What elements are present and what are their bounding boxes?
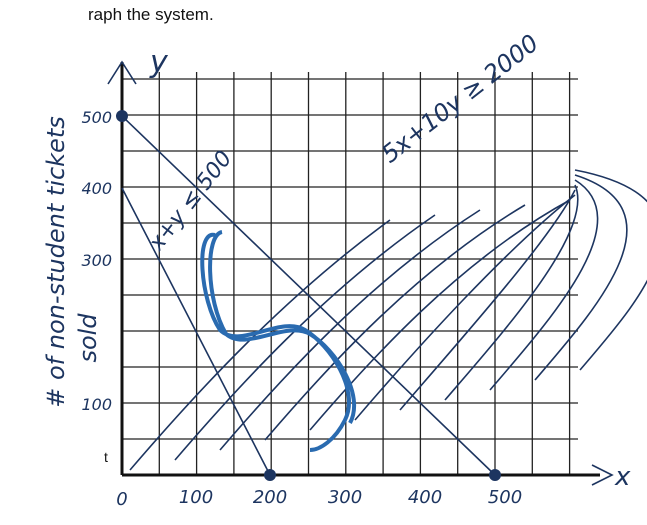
grid (122, 72, 578, 475)
point (116, 110, 128, 122)
shade-stroke (264, 204, 526, 441)
y-tick-label: 100 (81, 395, 112, 414)
shading (129, 169, 647, 471)
y-tick-label: 400 (81, 179, 112, 198)
y-arrow (107, 60, 137, 85)
x-tick-label: 400 (408, 487, 442, 508)
shade-stroke (489, 179, 599, 391)
y-title: # of non-student tickets (42, 116, 70, 408)
x-tick-label: 500 (488, 487, 522, 508)
boundary-line (121, 115, 496, 476)
page-title: raph the system. (88, 5, 214, 24)
shade-stroke (174, 214, 436, 461)
shade-stroke (534, 174, 628, 381)
scribble (200, 230, 357, 452)
margin-note: t (104, 449, 108, 465)
y-title: sold (74, 313, 102, 363)
shade-stroke (354, 194, 576, 421)
point (264, 469, 276, 481)
point (489, 469, 501, 481)
shade-stroke (309, 199, 571, 431)
x-tick-label: 300 (328, 487, 362, 508)
boundary-line (121, 187, 271, 476)
shade-stroke (129, 219, 391, 471)
y-tick-label: 500 (81, 108, 112, 127)
x-tick-label: 100 (179, 487, 213, 508)
y-tick-label: 300 (81, 251, 112, 270)
annotation: x+y ≤ 500 (144, 146, 238, 256)
x-tick-label: 0 (116, 489, 127, 510)
y-axis-label: y (149, 45, 169, 80)
x-tick-label: 200 (253, 487, 287, 508)
x-arrow (591, 464, 614, 486)
shade-stroke (444, 184, 579, 401)
annotation: 5x+10y ≥ 2000 (376, 29, 544, 169)
shade-stroke (219, 209, 481, 451)
x-axis-label: x (614, 462, 631, 492)
shade-stroke (399, 189, 576, 411)
shade-stroke (574, 169, 647, 371)
